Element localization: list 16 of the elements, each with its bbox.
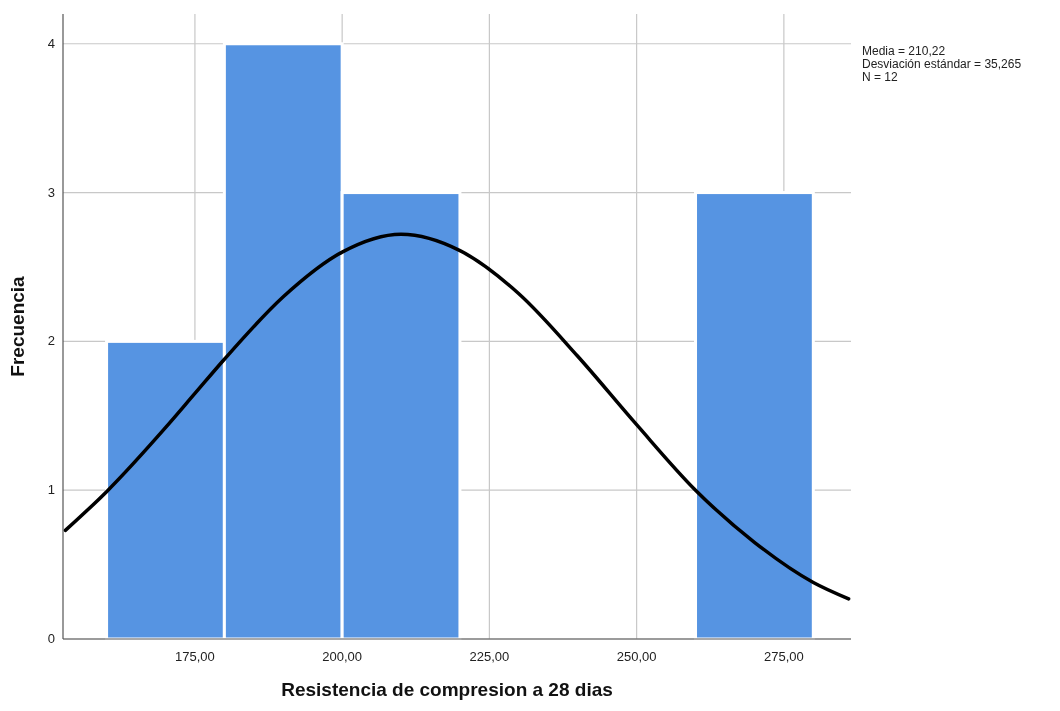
x-tick-label: 175,00: [175, 649, 215, 664]
x-tick-label: 275,00: [763, 649, 804, 664]
x-tick-label: 250,00: [616, 649, 657, 664]
x-tick-label: 200,00: [322, 649, 363, 664]
y-tick-label: 4: [47, 35, 55, 51]
text: N = 12: [862, 70, 899, 84]
y-tick-label: 1: [47, 482, 55, 498]
line-series: [63, 232, 851, 601]
y-tick-label: 3: [47, 184, 55, 200]
text: Media = 210,22: [862, 44, 946, 58]
x-tick-label: 225,00: [469, 649, 510, 664]
y-axis-title: Frecuencia: [7, 275, 28, 377]
x-axis-title: Resistencia de compresion a 28 dias: [281, 679, 613, 700]
text: Desviación estándar = 35,265: [862, 57, 1022, 71]
y-tick-label: 0: [47, 631, 55, 646]
y-tick-label: 2: [47, 333, 55, 349]
